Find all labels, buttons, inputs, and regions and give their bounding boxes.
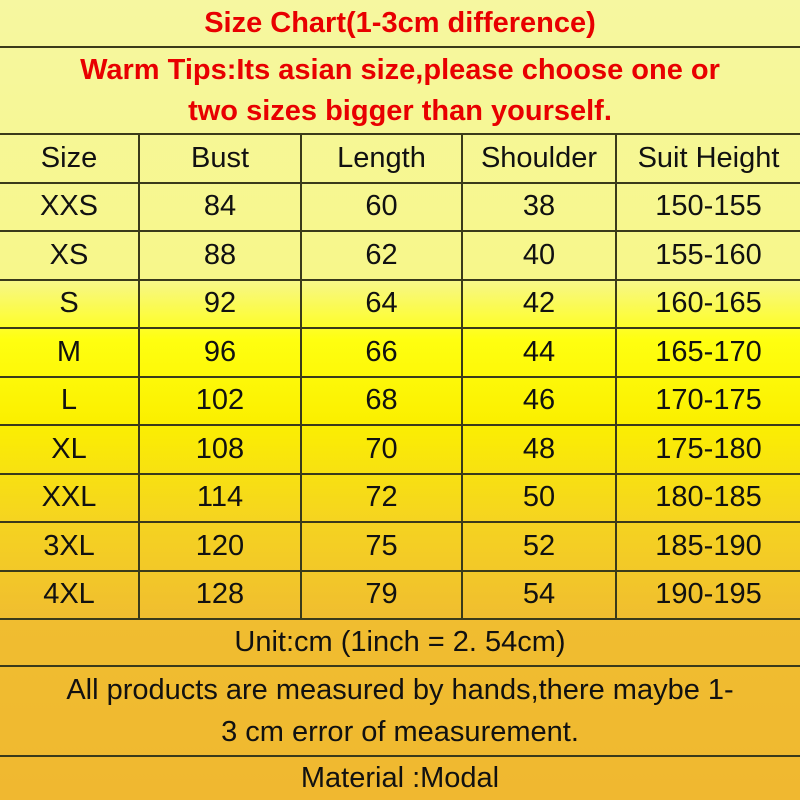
- table-row: 3XL 120 75 52 185-190: [0, 523, 800, 572]
- table-cell: 108: [140, 426, 302, 473]
- table-cell: 128: [140, 571, 302, 618]
- table-cell: 185-190: [655, 529, 762, 562]
- table-row: M 96 66 44 165-170: [0, 329, 800, 378]
- table-cell: 48: [463, 426, 617, 473]
- table-cell: L: [0, 377, 140, 424]
- table-row: S 92 64 42 160-165: [0, 280, 800, 329]
- table-cell: 180-185: [655, 481, 762, 514]
- table-cell: 96: [140, 329, 302, 376]
- table-cell: 155-160: [655, 238, 762, 271]
- table-cell: 38: [463, 183, 617, 230]
- table-cell: 120: [140, 523, 302, 570]
- warm-tips-line-1: Warm Tips:Its asian size,please choose o…: [80, 53, 720, 86]
- table-cell: 175-180: [655, 432, 762, 465]
- table-cell: 114: [140, 474, 302, 521]
- table-cell: 70: [302, 426, 463, 473]
- table-cell: 165-170: [655, 335, 762, 368]
- table-cell: 60: [302, 183, 463, 230]
- unit-note: Unit:cm (1inch = 2. 54cm): [0, 620, 800, 667]
- table-row: XL 108 70 48 175-180: [0, 426, 800, 475]
- table-header: Size Bust Length Shoulder Suit Height: [0, 135, 800, 184]
- table-cell: 102: [140, 377, 302, 424]
- measurement-note-line-1: All products are measured by hands,there…: [66, 674, 734, 706]
- table-cell: 4XL: [0, 571, 140, 618]
- size-table: Size Bust Length Shoulder Suit Height XXS 84 60…: [0, 135, 800, 620]
- table-cell: 75: [302, 523, 463, 570]
- header-cell: Size: [0, 135, 140, 182]
- table-cell: 66: [302, 329, 463, 376]
- table-cell: 170-175: [655, 384, 762, 417]
- header-cell: Shoulder: [463, 135, 617, 182]
- table-cell: 62: [302, 232, 463, 279]
- table-cell: 42: [463, 280, 617, 327]
- table-cell: S: [0, 280, 140, 327]
- table-cell: XS: [0, 232, 140, 279]
- chart-title: Size Chart(1-3cm difference): [0, 0, 800, 48]
- table-row: XS 88 62 40 155-160: [0, 232, 800, 281]
- table-cell: 40: [463, 232, 617, 279]
- table-cell: XXS: [0, 183, 140, 230]
- table-cell: 92: [140, 280, 302, 327]
- table-cell: 46: [463, 377, 617, 424]
- table-cell: 64: [302, 280, 463, 327]
- measurement-note: All products are measured by hands,there…: [0, 667, 800, 757]
- table-cell: 54: [463, 571, 617, 618]
- table-cell: 52: [463, 523, 617, 570]
- table-cell: 3XL: [0, 523, 140, 570]
- table-cell: XL: [0, 426, 140, 473]
- header-cell: Suit Height: [637, 141, 780, 174]
- table-cell: 150-155: [655, 190, 762, 223]
- header-cell: Length: [302, 135, 463, 182]
- table-cell: 44: [463, 329, 617, 376]
- table-cell: 50: [463, 474, 617, 521]
- table-cell: 190-195: [655, 578, 762, 611]
- table-row: XXS 84 60 38 150-155: [0, 183, 800, 232]
- table-cell: 68: [302, 377, 463, 424]
- table-row: 4XL 128 79 54 190-195: [0, 571, 800, 620]
- measurement-note-line-2: 3 cm error of measurement.: [221, 716, 579, 748]
- table-cell: 160-165: [655, 287, 762, 320]
- warm-tips: Warm Tips:Its asian size,please choose o…: [0, 48, 800, 135]
- table-cell: 72: [302, 474, 463, 521]
- table-cell: M: [0, 329, 140, 376]
- table-cell: 79: [302, 571, 463, 618]
- material-note: Material :Modal: [300, 762, 500, 794]
- header-cell: Bust: [140, 135, 302, 182]
- warm-tips-line-2: two sizes bigger than yourself.: [188, 94, 612, 127]
- table-cell: 84: [140, 183, 302, 230]
- table-row: L 102 68 46 170-175: [0, 377, 800, 426]
- table-cell: XXL: [0, 474, 140, 521]
- table-row: XXL 114 72 50 180-185: [0, 474, 800, 523]
- table-cell: 88: [140, 232, 302, 279]
